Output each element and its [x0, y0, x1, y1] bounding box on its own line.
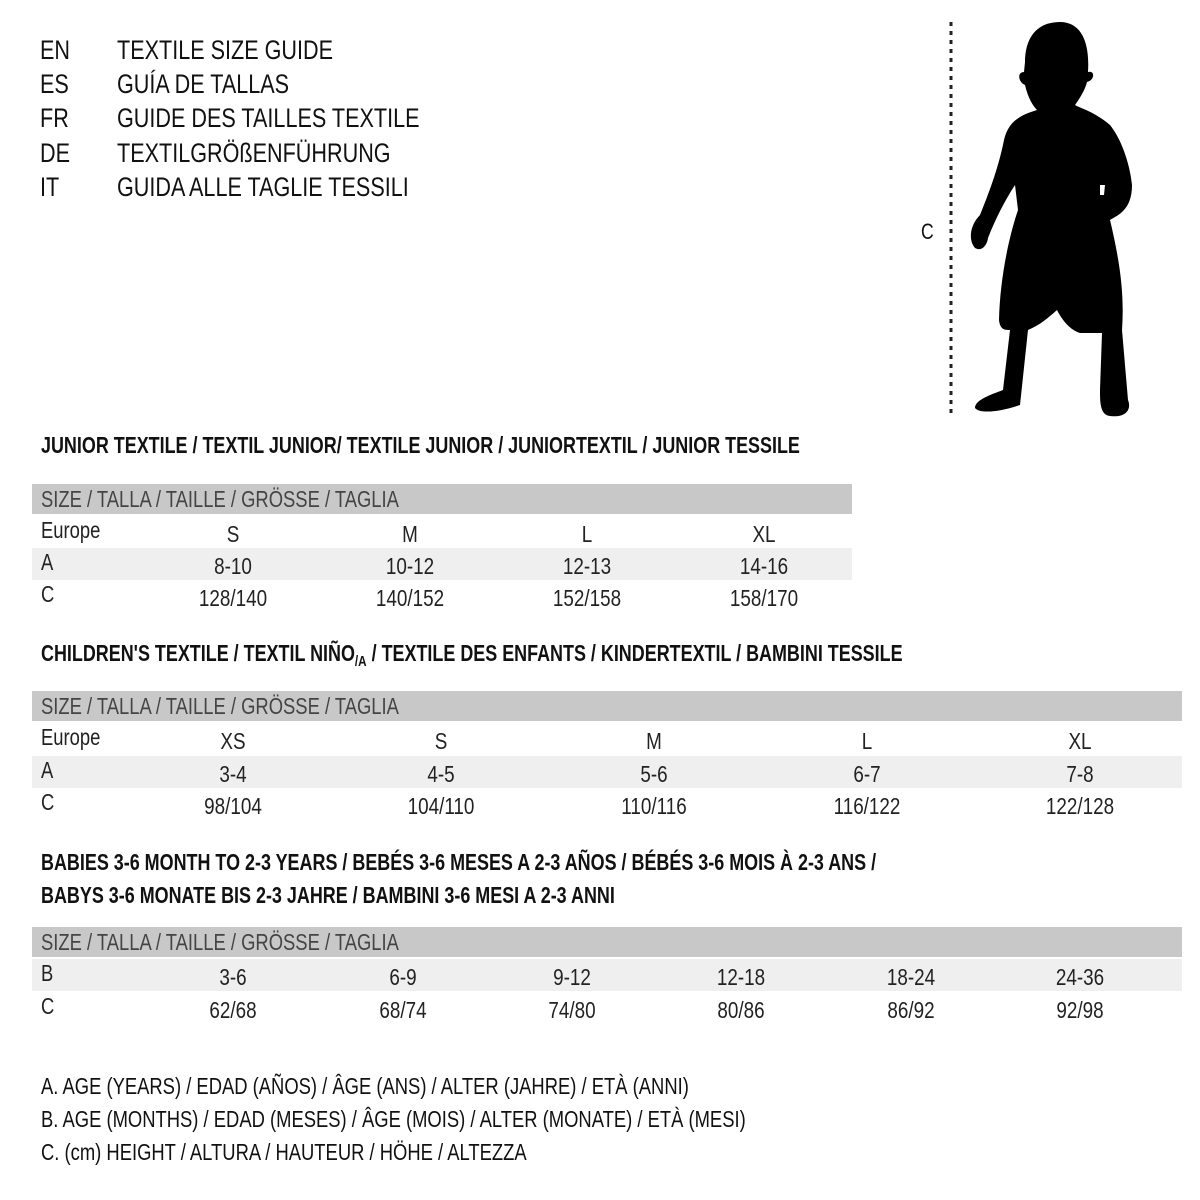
- legend-item: A. AGE (YEARS) / EDAD (AÑOS) / ÂGE (ANS)…: [41, 1073, 689, 1099]
- table-row: C 98/104 104/110 110/116 116/122 122/128: [32, 788, 1182, 820]
- table-cell: 8-10: [214, 553, 252, 579]
- table-cell: 14-16: [739, 553, 789, 579]
- child-silhouette-icon: [949, 22, 1132, 417]
- title-part: CHILDREN'S TEXTILE / TEXTIL NIÑO: [41, 640, 355, 666]
- table-cell: 6-9: [389, 964, 417, 990]
- table-row: A 8-10 10-12 12-13 14-16: [32, 548, 852, 580]
- row-label: C: [41, 789, 55, 815]
- row-label: A: [41, 757, 54, 783]
- table-cell: L: [581, 521, 593, 547]
- table-cell: 6-7: [853, 761, 881, 787]
- table-cell: 92/98: [1056, 997, 1104, 1023]
- table-cell: 158/170: [729, 585, 799, 611]
- row-label: C: [41, 581, 55, 607]
- row-label: Europe: [41, 517, 101, 543]
- table-row: C 62/68 68/74 74/80 80/86 86/92 92/98: [32, 992, 1182, 1024]
- lang-code: ES: [40, 69, 69, 99]
- table-cell: 18-24: [886, 964, 936, 990]
- table-cell: 110/116: [621, 793, 687, 819]
- table-cell: M: [646, 728, 662, 754]
- section-title-babies-line1: BABIES 3-6 MONTH TO 2-3 YEARS / BEBÉS 3-…: [41, 849, 877, 875]
- table-cell: 98/104: [204, 793, 262, 819]
- lang-title: TEXTILE SIZE GUIDE: [117, 35, 334, 65]
- section-title-junior: JUNIOR TEXTILE / TEXTIL JUNIOR/ TEXTILE …: [41, 432, 800, 458]
- lang-title: GUÍA DE TALLAS: [117, 69, 290, 99]
- table-cell: 116/122: [833, 793, 901, 819]
- legend-item: B. AGE (MONTHS) / EDAD (MESES) / ÂGE (MO…: [41, 1106, 746, 1132]
- table-cell: 10-12: [385, 553, 435, 579]
- lang-title: TEXTILGRÖßENFÜHRUNG: [117, 138, 391, 168]
- table-cell: 68/74: [379, 997, 427, 1023]
- lang-code: FR: [40, 103, 69, 133]
- table-cell: 4-5: [427, 761, 455, 787]
- size-header-bar: SIZE / TALLA / TAILLE / GRÖSSE / TAGLIA: [32, 691, 1182, 721]
- size-header-bar: SIZE / TALLA / TAILLE / GRÖSSE / TAGLIA: [32, 927, 1182, 957]
- table-cell: 7-8: [1066, 761, 1094, 787]
- table-cell: XL: [1068, 728, 1092, 754]
- table-cell: 12-13: [562, 553, 612, 579]
- lang-title: GUIDE DES TAILLES TEXTILE: [117, 103, 420, 133]
- table-row: Europe S M L XL: [32, 516, 852, 548]
- size-header-label: SIZE / TALLA / TAILLE / GRÖSSE / TAGLIA: [41, 929, 399, 955]
- lang-code: DE: [40, 138, 71, 168]
- measure-label: C: [921, 219, 934, 244]
- size-header-bar: SIZE / TALLA / TAILLE / GRÖSSE / TAGLIA: [32, 484, 852, 514]
- table-cell: S: [226, 521, 240, 547]
- table-cell: M: [402, 521, 418, 547]
- row-label: Europe: [41, 724, 101, 750]
- row-label: A: [41, 549, 54, 575]
- table-row: B 3-6 6-9 9-12 12-18 18-24 24-36: [32, 959, 1182, 991]
- table-cell: 5-6: [640, 761, 668, 787]
- table-cell: 80/86: [717, 997, 765, 1023]
- legend-item: C. (cm) HEIGHT / ALTURA / HAUTEUR / HÖHE…: [41, 1139, 527, 1165]
- table-cell: 104/110: [407, 793, 475, 819]
- row-label: B: [41, 960, 54, 986]
- table-cell: 122/128: [1045, 793, 1115, 819]
- table-cell: S: [434, 728, 448, 754]
- table-cell: XL: [752, 521, 776, 547]
- table-cell: 62/68: [209, 997, 257, 1023]
- title-subscript: /A: [354, 653, 367, 670]
- row-label: C: [41, 993, 55, 1019]
- section-title-children: CHILDREN'S TEXTILE / TEXTIL NIÑO/A / TEX…: [41, 640, 903, 670]
- size-header-label: SIZE / TALLA / TAILLE / GRÖSSE / TAGLIA: [41, 486, 399, 512]
- table-cell: 152/158: [552, 585, 622, 611]
- lang-title: GUIDA ALLE TAGLIE TESSILI: [117, 172, 409, 202]
- table-cell: 3-6: [219, 964, 247, 990]
- table-cell: 140/152: [375, 585, 445, 611]
- table-cell: 9-12: [553, 964, 591, 990]
- table-cell: 86/92: [887, 997, 935, 1023]
- table-cell: 3-4: [219, 761, 247, 787]
- lang-code: EN: [40, 35, 71, 65]
- size-header-label: SIZE / TALLA / TAILLE / GRÖSSE / TAGLIA: [41, 693, 399, 719]
- table-row: A 3-4 4-5 5-6 6-7 7-8: [32, 756, 1182, 788]
- title-part: / TEXTILE DES ENFANTS / KINDERTEXTIL / B…: [366, 640, 903, 666]
- table-cell: XS: [220, 728, 246, 754]
- table-cell: L: [861, 728, 873, 754]
- table-row: C 128/140 140/152 152/158 158/170: [32, 580, 852, 612]
- table-cell: 12-18: [716, 964, 766, 990]
- table-row: Europe XS S M L XL: [32, 723, 1182, 755]
- section-title-babies-line2: BABYS 3-6 MONATE BIS 2-3 JAHRE / BAMBINI…: [41, 882, 615, 908]
- table-cell: 74/80: [548, 997, 596, 1023]
- table-cell: 128/140: [198, 585, 268, 611]
- lang-code: IT: [40, 172, 60, 202]
- table-cell: 24-36: [1055, 964, 1105, 990]
